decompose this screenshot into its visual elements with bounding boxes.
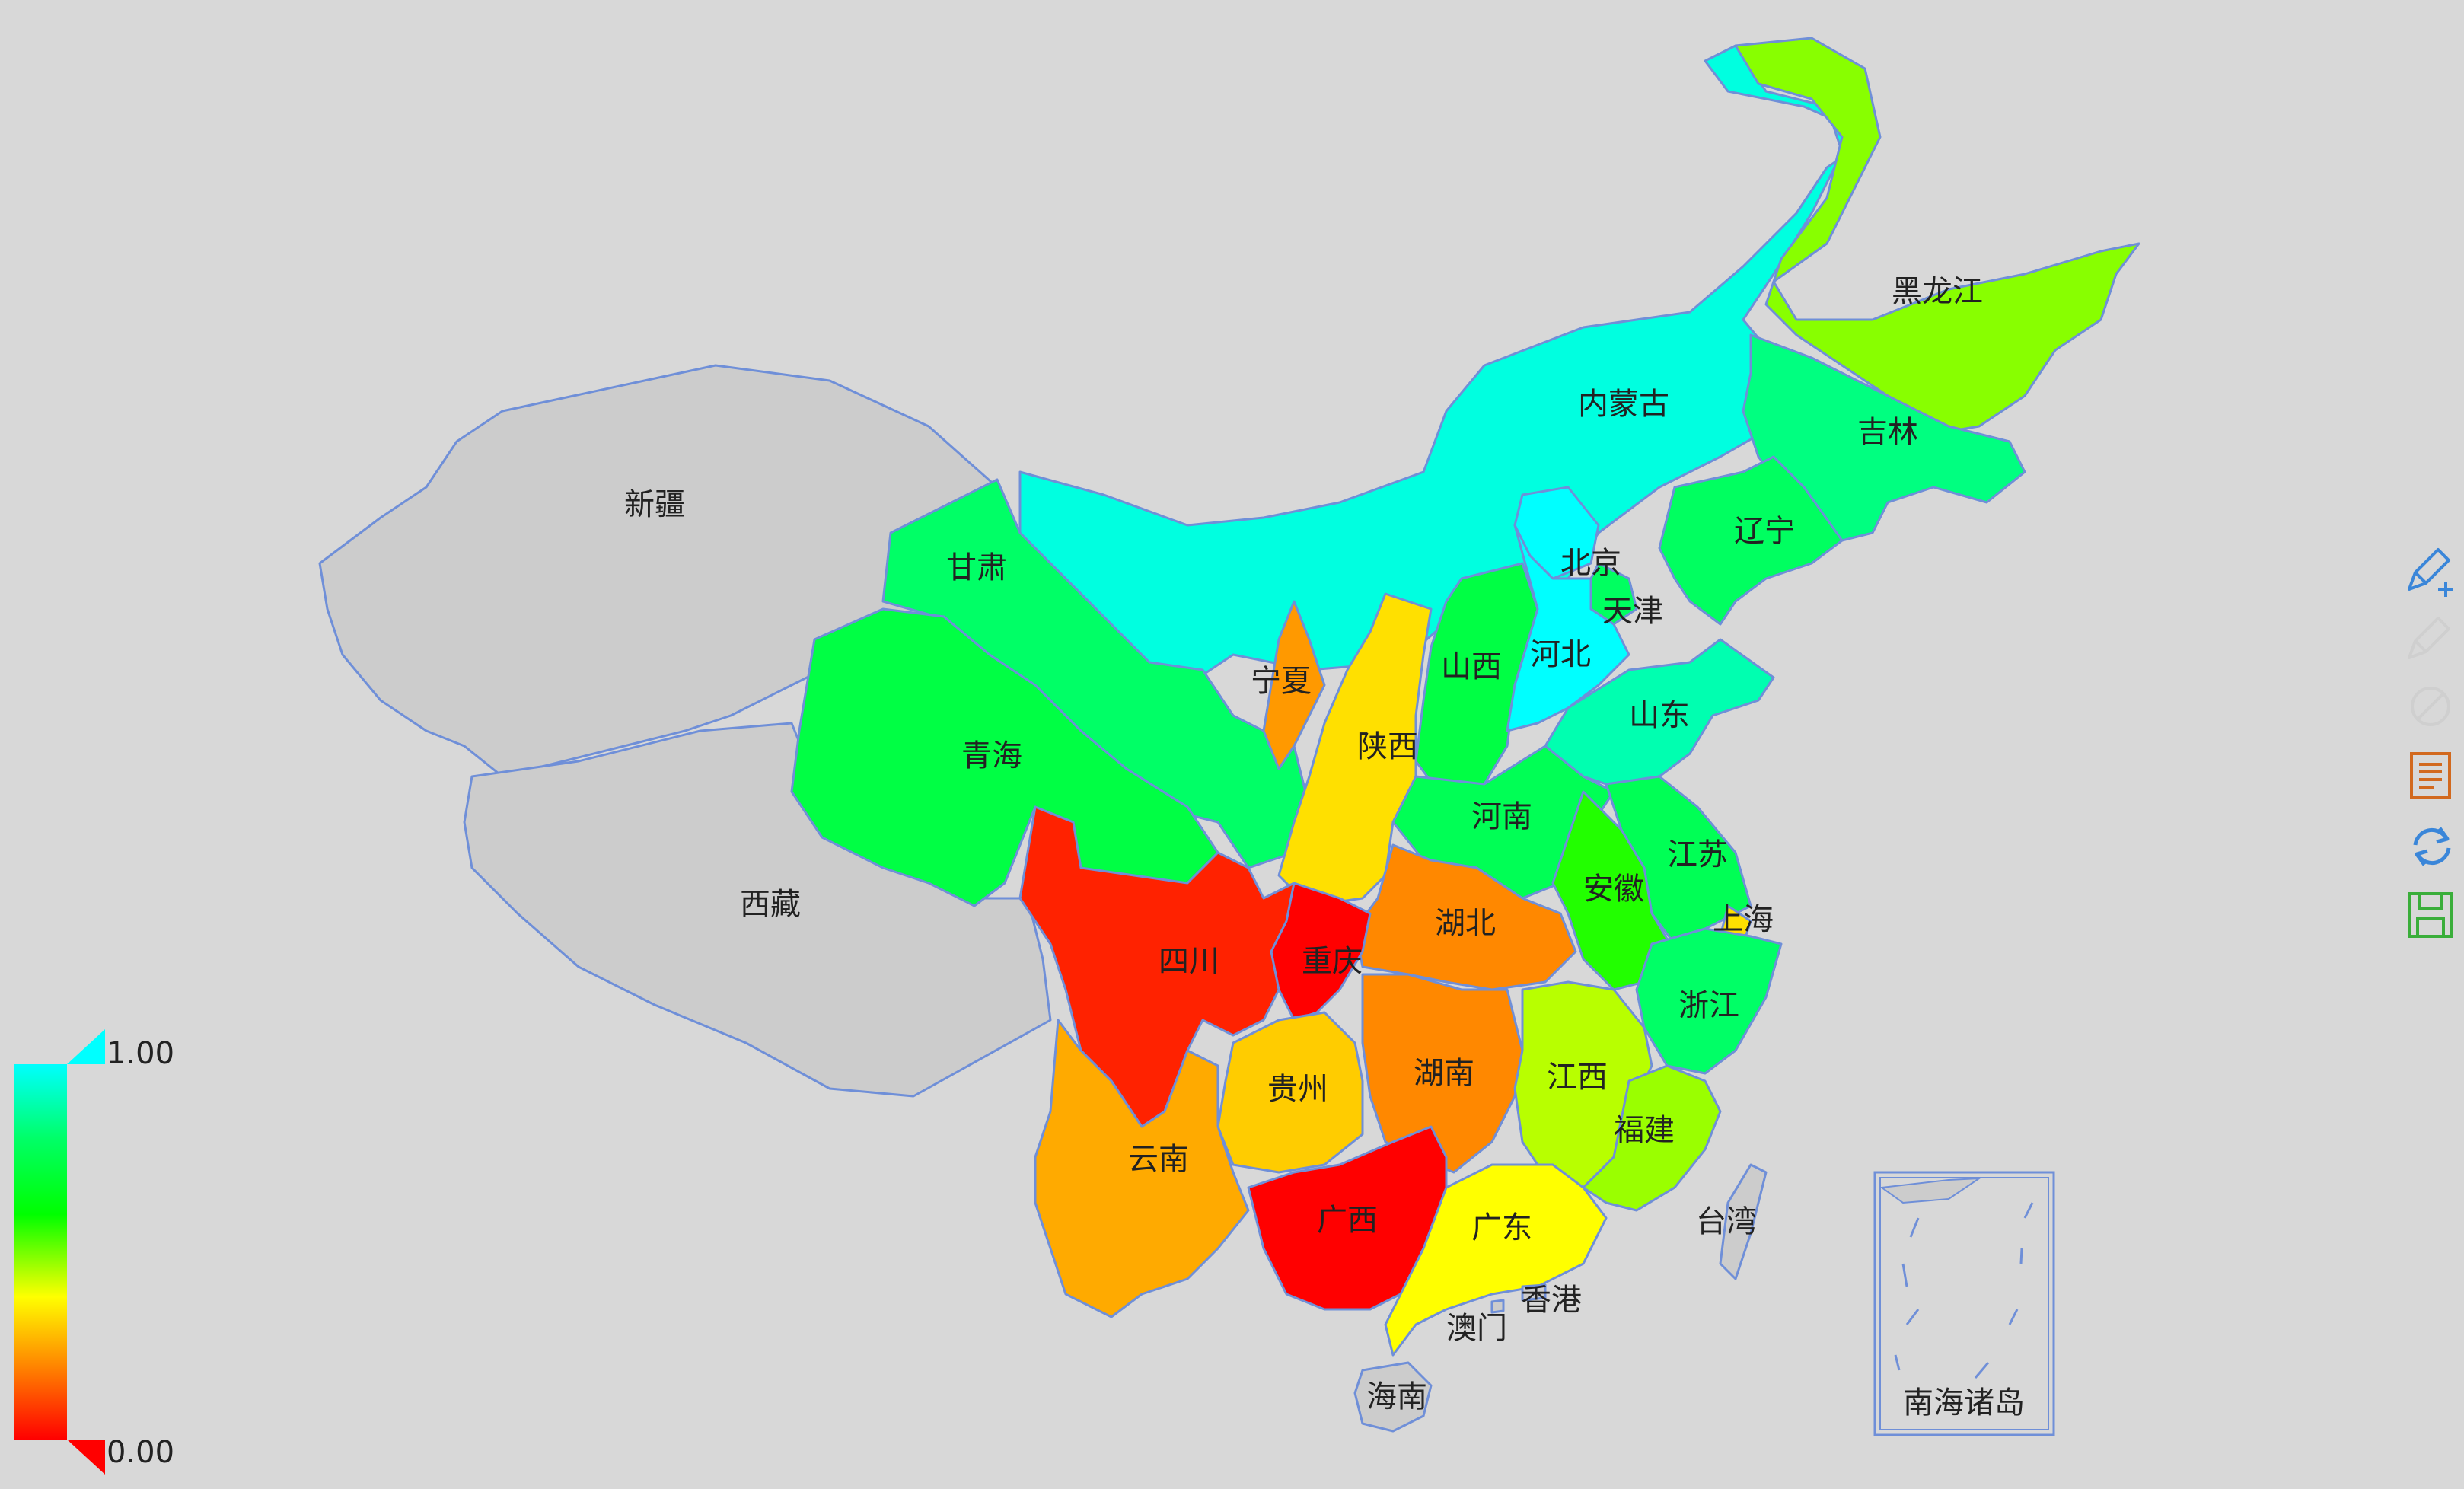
label-chongqing: 重庆 <box>1302 944 1363 979</box>
region-sichuan[interactable] <box>1018 805 1311 1128</box>
label-xianggang: 香港 <box>1521 1283 1582 1318</box>
label-ningxia: 宁夏 <box>1251 664 1312 699</box>
label-shaanxi: 陕西 <box>1357 729 1418 764</box>
south-china-sea-inset: 南海诸岛 <box>1873 1171 2055 1436</box>
restore-icon[interactable] <box>2413 827 2451 866</box>
label-sichuan: 四川 <box>1159 944 1219 979</box>
label-anhui: 安徽 <box>1583 872 1644 907</box>
label-shanxi: 山西 <box>1441 649 1502 684</box>
label-beijing: 北京 <box>1560 546 1621 581</box>
save-icon[interactable] <box>2408 892 2453 938</box>
label-xizang: 西藏 <box>740 887 801 922</box>
province-label-layer: 新疆 西藏 内蒙古 黑龙江 吉林 辽宁 甘肃 青海 宁夏 陕西 山西 北京 天津… <box>624 274 1983 1414</box>
region-yunnan[interactable] <box>1034 1019 1250 1318</box>
region-chongqing[interactable] <box>1270 882 1372 1022</box>
label-fujian: 福建 <box>1614 1113 1675 1148</box>
label-hubei: 湖北 <box>1435 906 1496 941</box>
label-guizhou: 贵州 <box>1267 1072 1328 1107</box>
label-jilin: 吉林 <box>1857 415 1918 450</box>
region-hebei[interactable] <box>1506 524 1630 732</box>
label-zhejiang: 浙江 <box>1678 988 1739 1023</box>
region-heilongjiang[interactable] <box>1734 37 2140 435</box>
province-layer <box>318 37 2140 1433</box>
visual-map-legend[interactable]: 1.00 0.00 <box>14 1029 174 1475</box>
label-shandong: 山东 <box>1629 698 1690 733</box>
region-hainan[interactable] <box>1353 1361 1433 1433</box>
data-view-icon[interactable] <box>2410 752 2451 799</box>
legend-gradient-bar <box>14 1064 67 1440</box>
label-hainan: 海南 <box>1366 1379 1427 1414</box>
label-henan: 河南 <box>1471 799 1532 834</box>
legend-min-label: 0.00 <box>107 1435 174 1470</box>
legend-min-handle[interactable] <box>67 1440 105 1475</box>
label-guangdong: 广东 <box>1471 1210 1532 1245</box>
label-yunnan: 云南 <box>1128 1142 1189 1177</box>
region-xizang[interactable] <box>463 722 1052 1098</box>
add-icon[interactable] <box>2408 548 2453 597</box>
label-qinghai: 青海 <box>961 738 1022 773</box>
legend-max-label: 1.00 <box>107 1036 174 1071</box>
label-gansu: 甘肃 <box>946 550 1007 585</box>
label-xinjiang: 新疆 <box>624 487 685 522</box>
edit-icon[interactable] <box>2408 617 2450 659</box>
region-taiwan[interactable] <box>1719 1163 1768 1280</box>
region-guizhou[interactable] <box>1216 1011 1364 1174</box>
toolbox <box>2408 548 2453 938</box>
region-guangdong[interactable] <box>1384 1163 1608 1357</box>
region-liaoning[interactable] <box>1658 455 1844 626</box>
label-tianjin: 天津 <box>1602 594 1663 629</box>
label-shanghai: 上海 <box>1713 902 1774 937</box>
label-neimenggu: 内蒙古 <box>1578 387 1669 422</box>
region-zhejiang[interactable] <box>1635 927 1783 1075</box>
region-jilin[interactable] <box>1742 333 2026 542</box>
label-hebei: 河北 <box>1530 637 1591 672</box>
label-jiangxi: 江西 <box>1547 1060 1608 1095</box>
label-guangxi: 广西 <box>1317 1203 1378 1238</box>
legend-max-handle[interactable] <box>67 1029 105 1064</box>
label-jiangsu: 江苏 <box>1667 837 1728 872</box>
region-xianggang[interactable] <box>1521 1283 1547 1302</box>
label-liaoning: 辽宁 <box>1734 514 1795 549</box>
label-aomen: 澳门 <box>1446 1311 1507 1346</box>
inset-label: 南海诸岛 <box>1903 1385 2025 1420</box>
region-fujian[interactable] <box>1582 1064 1722 1212</box>
label-hunan: 湖南 <box>1414 1056 1474 1091</box>
region-aomen[interactable] <box>1490 1299 1505 1314</box>
region-ningxia[interactable] <box>1262 600 1326 770</box>
label-heilongjiang: 黑龙江 <box>1892 274 1983 309</box>
clear-icon[interactable] <box>2411 687 2450 726</box>
label-taiwan: 台湾 <box>1696 1204 1757 1239</box>
region-hunan[interactable] <box>1361 973 1524 1174</box>
